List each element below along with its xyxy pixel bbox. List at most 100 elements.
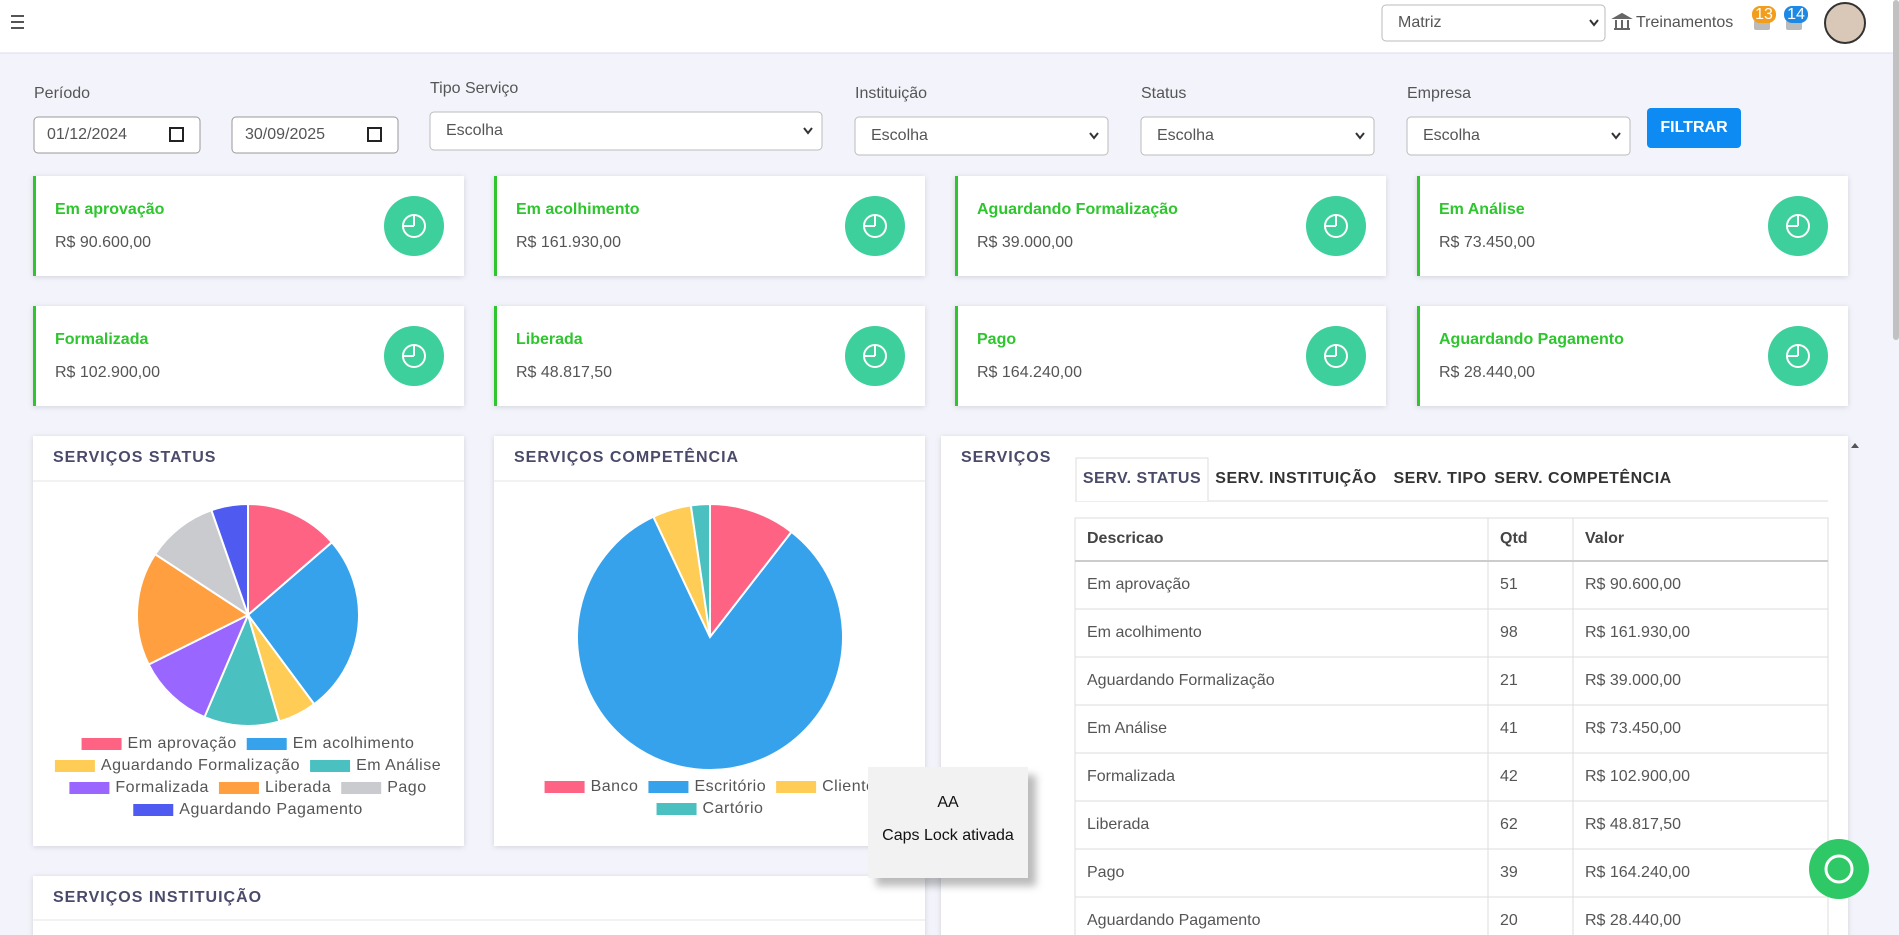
filter-select-value: Escolha [871,127,928,144]
legend-row: Formalizada Liberada Pago [69,779,426,796]
table-border [1074,517,1829,935]
date-input[interactable] [33,116,201,154]
table-cell: Aguardando Pagamento [1087,912,1261,929]
legend-label: Em Análise [356,757,441,774]
tab: SERV. TIPO [1393,470,1486,487]
card-icon-slice [864,215,876,227]
legend-label: Formalizada [115,779,209,796]
card-value: R$ 39.000,00 [977,234,1073,251]
card-value: R$ 48.817,50 [516,364,612,381]
filter-select[interactable] [429,111,823,151]
card-title: Em Análise [1439,201,1525,218]
table-cell: R$ 39.000,00 [1585,672,1681,689]
legend-label: Aguardando Pagamento [179,801,362,818]
pie-slice [247,502,334,618]
card-title: Aguardando Pagamento [1439,331,1624,348]
card-value: R$ 90.600,00 [55,234,151,251]
card-value: R$ 28.440,00 [1439,364,1535,381]
select-caret [803,127,813,135]
legend-swatch [544,781,585,793]
filter-select[interactable] [854,116,1109,156]
date-input[interactable] [231,116,399,154]
table-cell: R$ 164.240,00 [1585,864,1690,881]
legend-label: Cartório [703,800,764,817]
table-cell: R$ 28.440,00 [1585,912,1681,929]
legend-swatch [81,738,122,750]
filter-label: Empresa [1407,85,1471,102]
pie-slice [689,502,711,638]
table-cell: Pago [1087,864,1124,881]
filter-select[interactable] [1140,116,1375,156]
card-icon-slice [403,215,415,227]
legend-row: Em aprovação Em acolhimento [81,735,415,752]
tab: SERV. COMPETÊNCIA [1494,468,1671,487]
branch-select[interactable] [1381,4,1606,42]
filter-select[interactable] [1406,116,1631,156]
card-icon-slice [864,345,876,357]
card-accent [494,306,497,406]
legend-swatch [310,760,351,772]
card-icon-slice [1325,345,1337,357]
filter-select-value: Escolha [446,122,503,139]
legend-swatch [218,782,259,794]
legend-swatch [656,803,697,815]
panel-title: SERVIÇOS COMPETÊNCIA [514,447,739,466]
table-cell: R$ 48.817,50 [1585,816,1681,833]
panel-title: SERVIÇOS INSTITUIÇÃO [53,886,262,906]
panel [941,436,1848,935]
legend-swatch [776,781,817,793]
legend-label: Escritório [694,778,766,795]
active-tab [1075,457,1209,501]
legend-label: Aguardando Formalização [101,757,300,774]
tab: SERV. INSTITUIÇÃO [1215,467,1376,487]
filter-button-label: FILTRAR [1660,119,1728,136]
calendar-icon [169,127,184,142]
select-caret [1089,132,1099,140]
legend-label: Liberada [265,779,331,796]
legend-swatch [133,804,174,816]
tab-active: SERV. STATUS [1083,470,1201,487]
pie-slice [153,508,250,618]
table-cell: Aguardando Formalização [1087,672,1275,689]
pie-slice [136,552,251,666]
card-accent [955,306,958,406]
filter-button[interactable] [1647,108,1741,148]
badge [1752,6,1776,23]
card-value: R$ 161.930,00 [516,234,621,251]
card-title: Aguardando Formalização [977,201,1178,218]
table-cell: 42 [1500,768,1518,785]
filter-label: Período [34,85,90,102]
table-cell: 41 [1500,720,1518,737]
table-cell: 20 [1500,912,1518,929]
badge [1784,6,1808,23]
table-cell: Em Análise [1087,720,1167,737]
filter-select-value: Escolha [1423,127,1480,144]
legend-row: Cartório [656,800,764,817]
legend-label: Em acolhimento [293,735,415,752]
avatar[interactable] [1824,2,1866,44]
card-value: R$ 164.240,00 [977,364,1082,381]
date-value: 30/09/2025 [245,126,325,143]
table-cell: R$ 73.450,00 [1585,720,1681,737]
select-caret [1589,19,1599,27]
legend-label: Pago [387,779,426,796]
legend-label: Cliente [822,778,875,795]
legend-row: Aguardando Pagamento [133,801,362,818]
legend-swatch [648,781,689,793]
card-accent [494,176,497,276]
pie-slice [210,502,249,616]
caps-lock-icon: AA [937,794,959,811]
card-title: Formalizada [55,331,148,348]
table-cell: Liberada [1087,816,1149,833]
table-cell: 98 [1500,624,1518,641]
badge-count: 14 [1787,6,1805,23]
select-caret [1355,132,1365,140]
table-cell: R$ 90.600,00 [1585,576,1681,593]
select-caret [1611,132,1621,140]
top-bar [0,0,1899,53]
pie-slice [709,502,793,640]
filter-select-value: Escolha [1157,127,1214,144]
whatsapp-button[interactable] [1809,839,1869,899]
table-cell: Em acolhimento [1087,624,1202,641]
